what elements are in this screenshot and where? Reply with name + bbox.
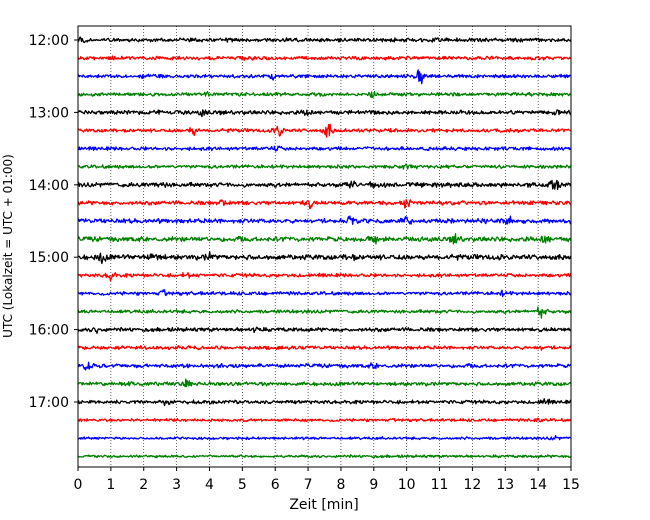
x-tick-label: 2 (139, 477, 148, 493)
trace-1345 (77, 163, 572, 170)
y-tick-label: 13:00 (29, 105, 69, 121)
trace-1500 (77, 251, 572, 265)
y-tick-label: 16:00 (29, 323, 69, 339)
trace-1300 (77, 109, 572, 118)
y-tick-label: 17:00 (29, 395, 69, 411)
x-tick-label: 1 (106, 477, 115, 493)
trace-1600 (77, 326, 572, 334)
trace-1745 (77, 454, 572, 459)
x-tick-label: 4 (205, 477, 214, 493)
x-tick-label: 9 (369, 477, 378, 493)
x-tick-label: 15 (562, 477, 580, 493)
trace-1430 (77, 215, 572, 225)
trace-1200 (77, 36, 572, 44)
trace-1445 (77, 233, 572, 245)
y-tick-label: 14:00 (29, 178, 69, 194)
y-tick-label: 12:00 (29, 33, 69, 49)
trace-1230 (77, 69, 572, 85)
x-tick-label: 5 (238, 477, 247, 493)
trace-1615 (77, 345, 572, 351)
trace-1515 (77, 271, 572, 282)
x-tick-label: 7 (304, 477, 313, 493)
trace-1630 (77, 361, 572, 371)
y-axis-label: UTC (Lokalzeit = UTC + 01:00) (1, 154, 15, 338)
x-tick-label: 14 (529, 477, 547, 493)
trace-1545 (77, 306, 572, 319)
x-tick-label: 11 (431, 477, 449, 493)
x-tick-label: 12 (463, 477, 481, 493)
trace-1645 (77, 378, 572, 388)
trace-1245 (77, 90, 572, 99)
x-tick-label: 10 (398, 477, 416, 493)
x-axis-ticks: 0 1 2 3 4 5 6 7 8 9 10 11 12 13 14 15 (74, 467, 580, 493)
trace-1215 (77, 55, 572, 61)
x-tick-label: 6 (271, 477, 280, 493)
trace-1315 (77, 123, 572, 138)
seismic-traces (77, 36, 572, 459)
x-tick-label: 13 (496, 477, 514, 493)
trace-1330 (77, 145, 572, 152)
y-tick-label: 15:00 (29, 250, 69, 266)
trace-1715 (77, 417, 572, 423)
trace-1415 (77, 199, 572, 210)
x-tick-label: 3 (172, 477, 181, 493)
x-axis-label: Zeit [min] (289, 497, 358, 513)
y-axis-ticks: 12:00 13:00 14:00 15:00 16:00 17:00 (29, 33, 78, 411)
x-tick-label: 8 (336, 477, 345, 493)
trace-1730 (77, 434, 572, 441)
trace-1530 (77, 289, 572, 298)
trace-1700 (77, 398, 572, 407)
plot-frame (77, 25, 572, 468)
trace-1400 (77, 179, 572, 191)
x-tick-label: 0 (74, 477, 83, 493)
